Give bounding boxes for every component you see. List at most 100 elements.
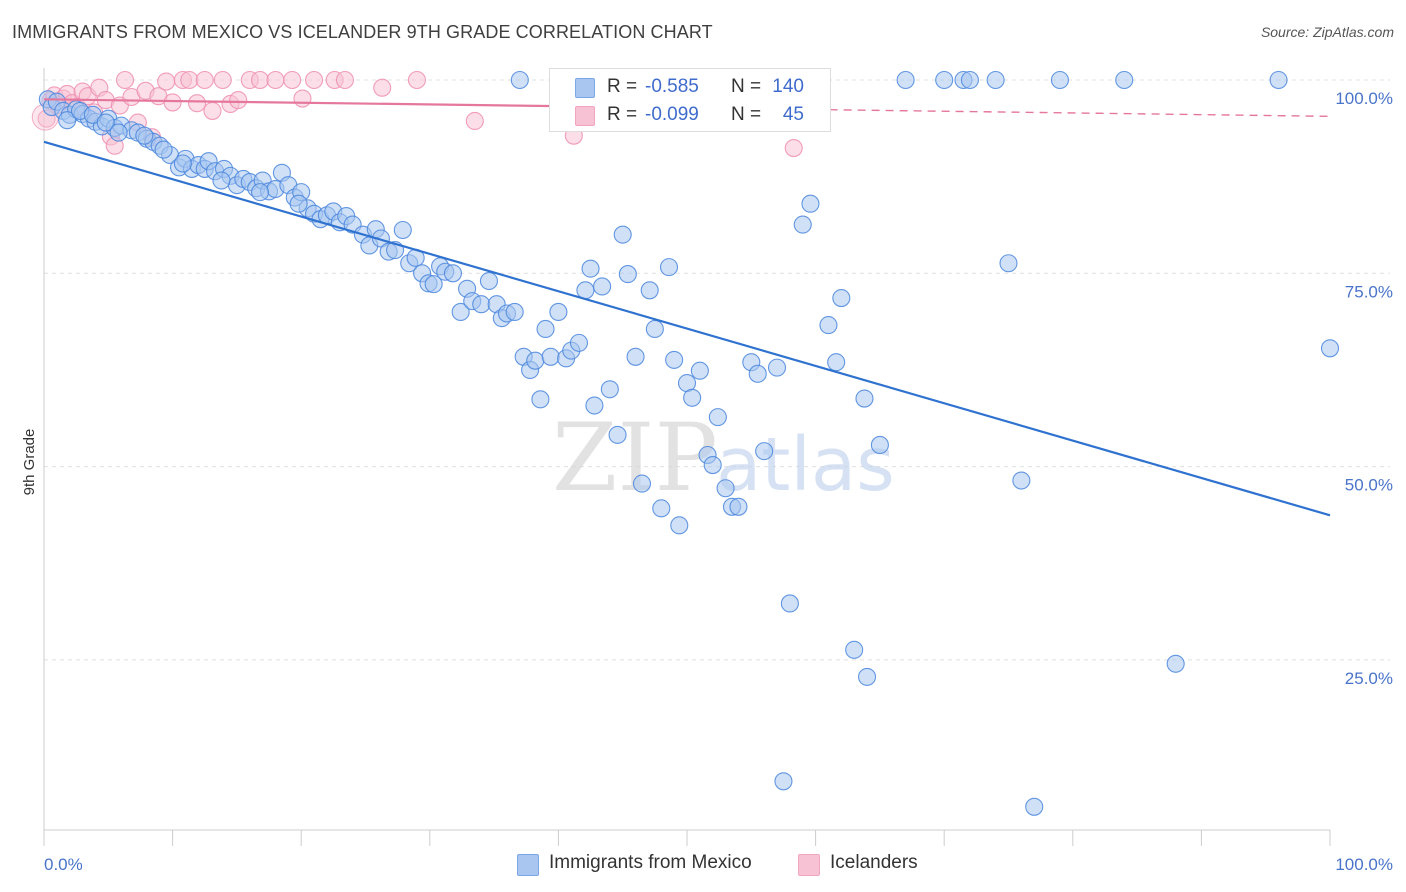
y-axis-label: 9th Grade — [21, 429, 38, 496]
mexico-point — [443, 264, 462, 283]
axes — [43, 68, 1331, 846]
series-swatch-icelanders — [798, 854, 820, 876]
mexico-point — [585, 396, 604, 415]
mexico-point — [683, 388, 702, 407]
mexico-point — [289, 194, 308, 213]
legend-r-value: -0.099 — [645, 104, 699, 125]
series-label-icelanders: Icelanders — [830, 852, 918, 873]
mexico-point — [1025, 797, 1044, 816]
legend-n-label: N = — [731, 76, 762, 97]
x-tick-label: 0.0% — [44, 855, 83, 874]
icelanders-point — [187, 94, 207, 113]
mexico-point — [960, 70, 979, 90]
icelanders-point — [407, 70, 426, 90]
mexico-point — [1166, 654, 1185, 673]
watermark-zip: ZIP — [552, 404, 718, 513]
y-tick-label: 100.0% — [1335, 89, 1393, 108]
mexico-point — [541, 347, 560, 366]
legend-r-label: R = — [607, 76, 638, 97]
mexico-point — [549, 302, 568, 322]
mexico-point — [593, 277, 612, 296]
icelanders-point — [373, 78, 392, 97]
mexico-point — [479, 271, 499, 291]
icelanders-point — [293, 89, 312, 108]
watermark: ZIP atlas — [552, 404, 895, 513]
gridlines — [44, 79, 1390, 661]
mexico-point — [109, 123, 128, 142]
mexico-point — [472, 295, 491, 314]
legend-row-icelanders: R = -0.099 N = 45 — [550, 100, 830, 130]
mexico-point — [645, 319, 664, 339]
mexico-point — [659, 258, 679, 277]
icelanders-point — [213, 70, 232, 90]
icelanders-point — [180, 70, 199, 90]
mexico-point — [935, 70, 954, 90]
mexico-point — [173, 154, 192, 173]
mexico-point — [250, 183, 270, 202]
mexico-point — [1115, 70, 1134, 90]
mexico-point — [531, 390, 550, 409]
mexico-point — [451, 302, 470, 322]
watermark-atlas: atlas — [716, 422, 895, 508]
mexico-point — [581, 259, 600, 278]
mexico-point — [801, 194, 820, 213]
mexico-point — [569, 333, 589, 352]
mexico-point — [857, 667, 877, 686]
series-swatch-mexico — [517, 854, 539, 876]
legend-n-value: 45 — [782, 104, 804, 125]
icelanders-point — [115, 70, 135, 90]
x-tick-labels: 0.0% 100.0% — [44, 855, 1393, 874]
mexico-point — [96, 113, 115, 132]
mexico-point — [608, 425, 627, 444]
mexico-point — [1320, 339, 1340, 358]
mexico-point — [665, 350, 684, 369]
mexico-point — [716, 479, 735, 498]
mexico-point — [767, 358, 787, 377]
legend-n-label: N = — [731, 104, 762, 125]
icelanders-point — [250, 70, 270, 90]
mexico-point — [618, 265, 637, 284]
icelanders-point — [784, 138, 803, 158]
x-tick-label: 100.0% — [1335, 855, 1393, 874]
mexico-point — [855, 389, 874, 408]
mexico-point — [652, 499, 671, 518]
series-legend: Immigrants from Mexico Icelanders — [0, 852, 1406, 878]
series-label-mexico: Immigrants from Mexico — [549, 852, 752, 873]
legend-row-mexico: R = -0.585 N = 140 — [550, 72, 830, 102]
mexico-point — [729, 497, 748, 516]
y-tick-labels: 25.0% 50.0% 75.0% 100.0% — [1335, 89, 1393, 688]
mexico-point — [424, 275, 443, 294]
mexico-point — [600, 380, 619, 399]
mexico-point — [999, 254, 1018, 273]
mexico-point — [1012, 471, 1031, 490]
mexico-point — [526, 351, 545, 370]
legend-swatch-icelanders — [575, 106, 595, 126]
mexico-point — [640, 281, 659, 300]
y-tick-label: 75.0% — [1345, 282, 1393, 301]
mexico-point — [613, 225, 632, 244]
mexico-point — [632, 474, 652, 493]
mexico-point — [708, 408, 727, 427]
icelanders-point — [195, 70, 214, 90]
mexico-point — [393, 220, 412, 240]
mexico-point — [505, 302, 524, 322]
mexico-point — [896, 70, 915, 90]
y-tick-label: 50.0% — [1345, 476, 1393, 495]
mexico-point — [670, 516, 689, 535]
legend-r-value: -0.585 — [645, 76, 699, 97]
icelanders-point — [157, 72, 176, 91]
legend-swatch-mexico — [575, 78, 595, 98]
mexico-points — [38, 70, 1340, 816]
mexico-point — [827, 353, 846, 372]
mexico-point — [819, 316, 838, 335]
icelanders-point — [229, 91, 248, 110]
icelanders-point — [305, 70, 324, 90]
mexico-point — [703, 456, 722, 475]
icelanders-point — [203, 101, 222, 120]
mexico-point — [832, 288, 851, 308]
correlation-legend: R = -0.585 N = 140 R = -0.099 N = 45 — [549, 68, 831, 132]
mexico-point — [986, 70, 1005, 90]
icelanders-point — [465, 111, 484, 131]
mexico-point — [154, 140, 173, 159]
mexico-point — [755, 442, 774, 461]
